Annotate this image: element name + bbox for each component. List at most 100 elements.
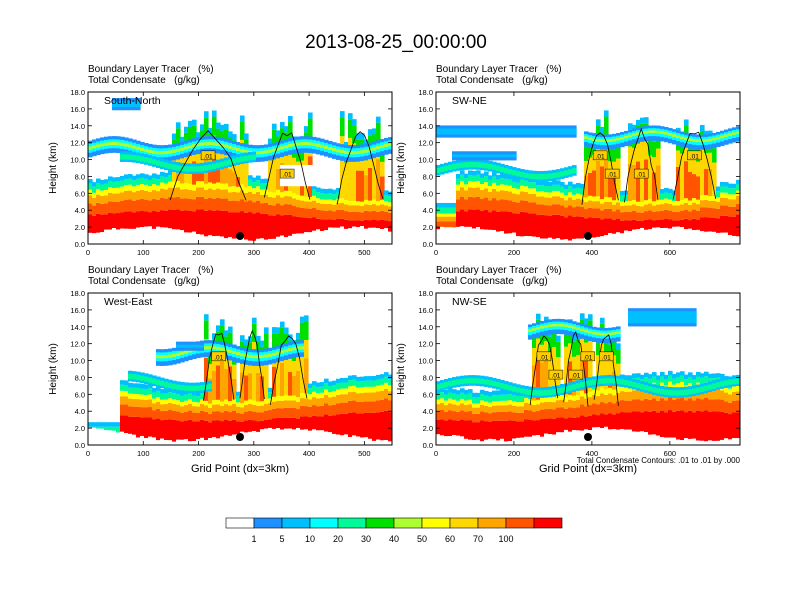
- field-cell: [692, 400, 697, 413]
- field-cell: [96, 213, 101, 233]
- field-cell: [156, 160, 161, 166]
- field-cell: [280, 327, 285, 346]
- field-cell: [504, 199, 509, 212]
- field-cell: [184, 166, 189, 183]
- field-cell: [496, 211, 501, 232]
- field-cell: [600, 210, 605, 220]
- field-cell: [152, 211, 157, 229]
- field-cell: [284, 126, 289, 133]
- field-cell: [552, 389, 557, 395]
- field-cell: [384, 220, 389, 229]
- field-cell: [268, 353, 273, 357]
- field-cell: [216, 399, 221, 405]
- field-cell: [152, 173, 157, 178]
- field-cell: [572, 128, 577, 135]
- terrain-cell: [264, 239, 269, 244]
- field-cell: [176, 148, 181, 152]
- field-cell: [624, 190, 629, 196]
- field-cell: [700, 390, 705, 400]
- field-cell: [736, 203, 740, 215]
- field-cell: [164, 189, 169, 199]
- field-cell: [452, 380, 457, 386]
- field-cell: [728, 188, 733, 195]
- y-tick-label: 2.0: [423, 424, 433, 433]
- field-cell: [148, 417, 153, 437]
- y-tick-label: 16.0: [70, 105, 85, 114]
- field-cell: [356, 376, 361, 382]
- field-cell: [348, 220, 353, 229]
- terrain-cell: [248, 240, 253, 244]
- field-cell: [480, 389, 485, 395]
- field-cell: [264, 399, 269, 404]
- terrain-cell: [560, 239, 565, 244]
- field-cell: [728, 414, 733, 440]
- field-cell: [332, 396, 337, 405]
- terrain-cell: [556, 238, 561, 244]
- field-cell: [140, 183, 145, 190]
- y-tick-label: 8.0: [75, 373, 85, 382]
- field-cell: [296, 354, 301, 371]
- field-cell: [520, 128, 525, 135]
- field-cell: [180, 412, 185, 422]
- field-cell: [684, 202, 689, 210]
- field-cell: [176, 394, 181, 401]
- field-cell: [452, 202, 457, 208]
- field-cell: [548, 173, 553, 179]
- field-cell: [316, 387, 321, 394]
- field-cell: [208, 167, 213, 183]
- field-cell: [436, 202, 441, 208]
- field-cell: [256, 405, 261, 413]
- field-cell: [656, 375, 661, 380]
- terrain-cell: [312, 230, 317, 244]
- field-cell: [444, 202, 449, 208]
- field-cell: [232, 171, 237, 187]
- field-cell: [388, 202, 392, 207]
- field-cell: [508, 169, 513, 175]
- field-cell: [288, 122, 293, 141]
- field-cell: [568, 215, 573, 241]
- field-cell: [172, 133, 177, 140]
- field-cell: [284, 400, 289, 408]
- field-cell: [376, 400, 381, 413]
- field-cell: [280, 146, 285, 150]
- field-cell: [340, 209, 345, 219]
- field-cell: [516, 171, 521, 177]
- terrain-cell: [564, 239, 569, 244]
- field-cell: [684, 143, 689, 162]
- terrain-cell: [648, 434, 653, 445]
- field-cell: [472, 413, 477, 423]
- field-cell: [144, 190, 149, 200]
- field-cell: [324, 199, 329, 205]
- field-cell: [624, 391, 629, 401]
- field-cell: [188, 393, 193, 400]
- field-cell: [588, 380, 593, 386]
- field-cell: [248, 175, 253, 180]
- field-cell: [176, 400, 181, 405]
- field-cell: [108, 176, 113, 181]
- field-cell: [468, 389, 473, 394]
- terrain-cell: [108, 430, 113, 445]
- field-cell: [616, 363, 621, 379]
- field-cell: [728, 402, 733, 415]
- field-cell: [288, 348, 293, 352]
- field-cell: [512, 181, 517, 188]
- panel-3-title: Boundary Layer Tracer (%) Total Condensat…: [88, 265, 214, 287]
- field-cell: [192, 395, 197, 402]
- field-cell: [148, 388, 153, 395]
- field-cell: [680, 204, 685, 212]
- field-cell: [384, 376, 389, 383]
- field-cell: [460, 180, 465, 188]
- field-cell: [716, 197, 721, 202]
- terrain-cell: [208, 438, 213, 445]
- contour-label-box: [633, 168, 649, 179]
- field-cell: [168, 402, 173, 410]
- field-cell: [224, 399, 229, 405]
- field-cell: [324, 204, 329, 211]
- field-cell: [200, 419, 205, 438]
- terrain-cell: [500, 231, 505, 244]
- field-cell: [568, 385, 573, 391]
- field-cell: [700, 195, 705, 201]
- field-cell: [676, 135, 681, 138]
- field-cell: [456, 411, 461, 421]
- field-cell: [628, 211, 633, 221]
